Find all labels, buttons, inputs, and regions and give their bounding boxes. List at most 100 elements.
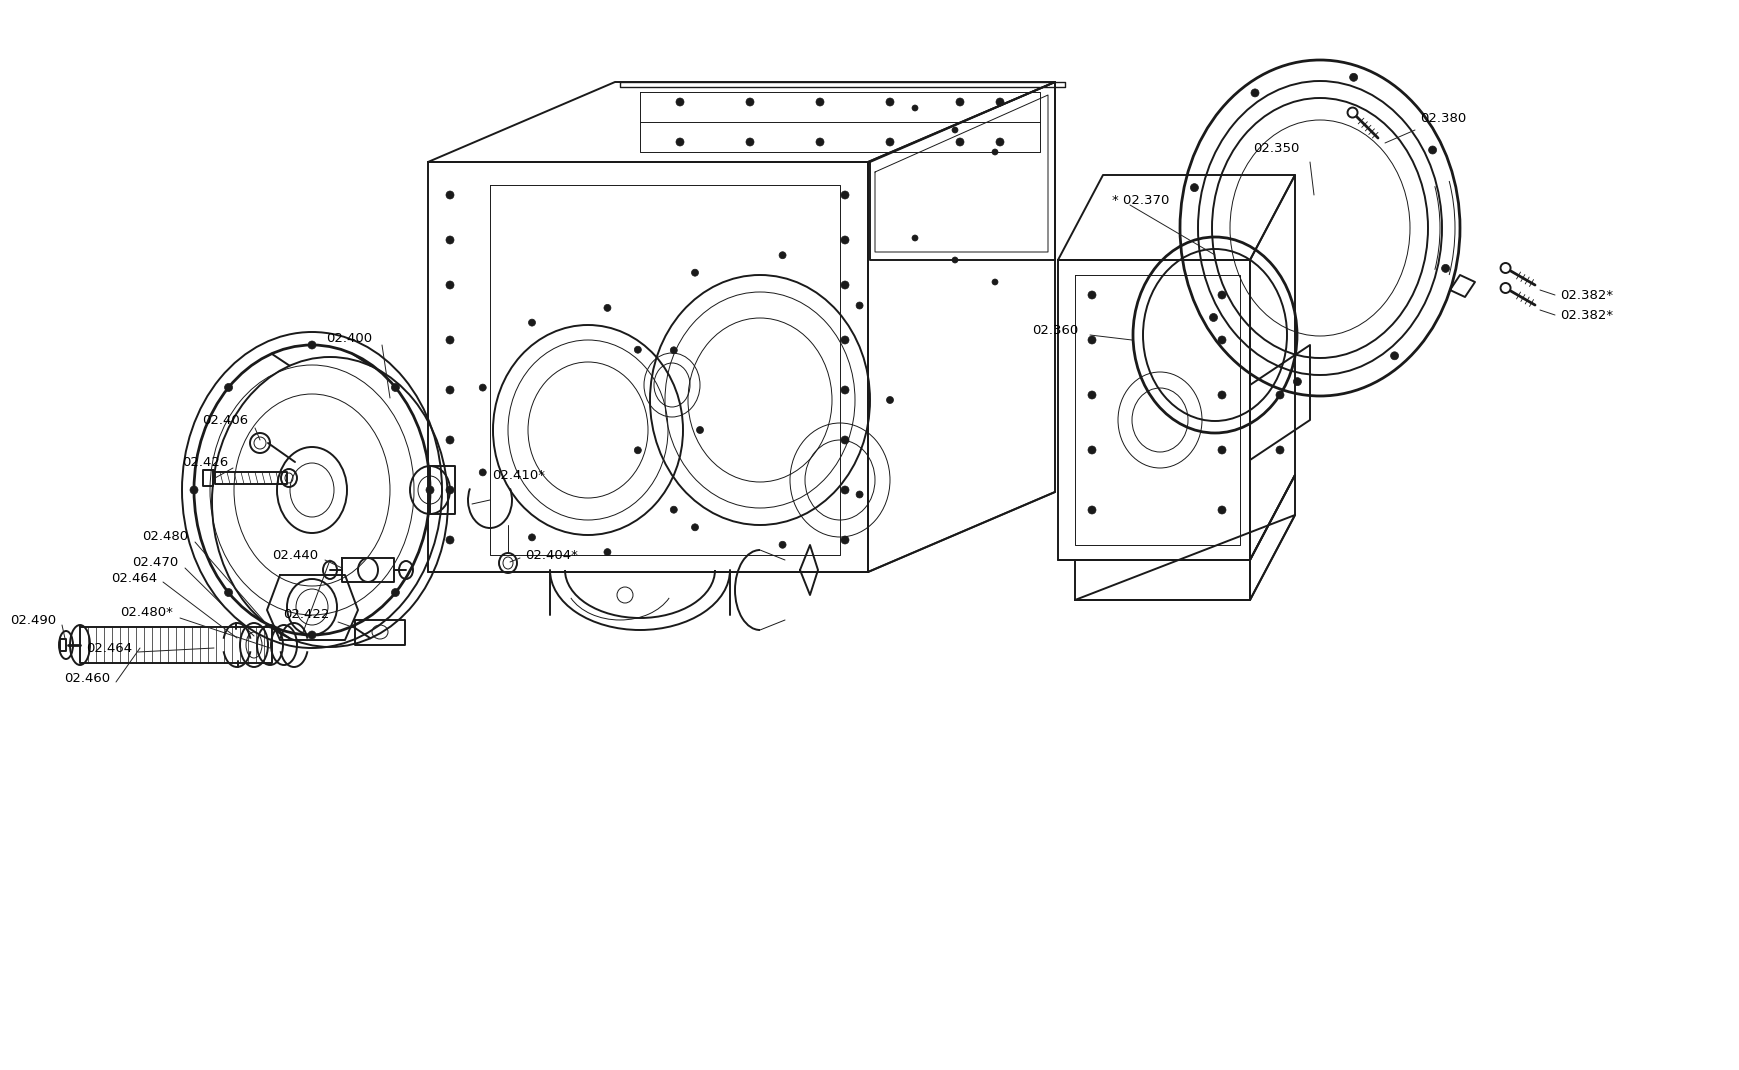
Text: 02.382*: 02.382* (1560, 289, 1612, 302)
Ellipse shape (445, 236, 454, 244)
Ellipse shape (1217, 291, 1226, 299)
Text: 02.440: 02.440 (271, 549, 318, 562)
Ellipse shape (445, 435, 454, 444)
Ellipse shape (840, 192, 849, 199)
Ellipse shape (885, 98, 894, 106)
Ellipse shape (856, 302, 863, 309)
Ellipse shape (603, 549, 610, 555)
Ellipse shape (995, 138, 1003, 146)
Ellipse shape (885, 138, 894, 146)
Text: 02.422: 02.422 (283, 609, 330, 622)
Ellipse shape (1087, 506, 1096, 514)
Ellipse shape (1087, 336, 1096, 343)
Ellipse shape (670, 347, 676, 354)
Text: 02.460: 02.460 (64, 672, 110, 685)
Ellipse shape (308, 341, 316, 349)
Text: 02.470: 02.470 (132, 555, 177, 568)
Ellipse shape (190, 486, 198, 494)
Ellipse shape (426, 486, 433, 494)
Ellipse shape (478, 469, 485, 476)
Ellipse shape (911, 235, 918, 241)
Ellipse shape (1087, 291, 1096, 299)
Ellipse shape (1217, 446, 1226, 454)
Ellipse shape (529, 319, 536, 326)
Ellipse shape (856, 491, 863, 498)
Ellipse shape (690, 270, 697, 276)
Ellipse shape (816, 138, 824, 146)
Text: 02.380: 02.380 (1419, 111, 1466, 124)
Ellipse shape (445, 336, 454, 343)
Ellipse shape (1275, 446, 1283, 454)
Ellipse shape (445, 386, 454, 394)
Ellipse shape (603, 304, 610, 311)
Ellipse shape (995, 98, 1003, 106)
Ellipse shape (445, 536, 454, 544)
Ellipse shape (670, 506, 676, 514)
Ellipse shape (991, 149, 998, 155)
Ellipse shape (445, 192, 454, 199)
Ellipse shape (1087, 446, 1096, 454)
Ellipse shape (391, 383, 400, 392)
Ellipse shape (955, 138, 963, 146)
Ellipse shape (635, 447, 642, 454)
Text: 02.480*: 02.480* (120, 606, 172, 618)
Ellipse shape (1349, 74, 1356, 81)
Ellipse shape (1428, 146, 1436, 154)
Ellipse shape (779, 541, 786, 548)
Ellipse shape (1217, 506, 1226, 514)
Ellipse shape (840, 336, 849, 343)
Ellipse shape (911, 105, 918, 111)
Ellipse shape (840, 236, 849, 244)
Ellipse shape (224, 588, 233, 597)
Ellipse shape (1292, 378, 1301, 385)
Text: 02.464: 02.464 (111, 571, 157, 584)
Ellipse shape (816, 98, 824, 106)
Ellipse shape (1217, 336, 1226, 343)
Ellipse shape (1209, 314, 1217, 321)
Text: * 02.370: * 02.370 (1111, 194, 1169, 207)
Ellipse shape (308, 631, 316, 639)
Text: 02.410*: 02.410* (492, 469, 544, 482)
Ellipse shape (478, 384, 485, 392)
Ellipse shape (840, 536, 849, 544)
Ellipse shape (1440, 264, 1449, 273)
Ellipse shape (1217, 391, 1226, 399)
Ellipse shape (955, 98, 963, 106)
Text: 02.464: 02.464 (85, 642, 132, 655)
Ellipse shape (1250, 89, 1259, 97)
Ellipse shape (224, 383, 233, 392)
Ellipse shape (635, 347, 642, 353)
Text: 02.400: 02.400 (325, 332, 372, 345)
Ellipse shape (840, 281, 849, 289)
Ellipse shape (391, 588, 400, 597)
Ellipse shape (676, 98, 683, 106)
Ellipse shape (779, 251, 786, 259)
Text: 02.404*: 02.404* (525, 549, 577, 562)
Text: 02.360: 02.360 (1031, 323, 1078, 336)
Text: 02.406: 02.406 (202, 413, 249, 427)
Ellipse shape (1087, 391, 1096, 399)
Ellipse shape (1189, 184, 1198, 192)
Ellipse shape (445, 281, 454, 289)
Ellipse shape (951, 257, 958, 263)
Ellipse shape (445, 486, 454, 494)
Text: 02.426: 02.426 (181, 456, 228, 469)
Ellipse shape (840, 435, 849, 444)
Ellipse shape (746, 98, 753, 106)
Ellipse shape (991, 279, 998, 285)
Ellipse shape (696, 427, 703, 433)
Ellipse shape (1389, 352, 1398, 360)
Ellipse shape (1275, 391, 1283, 399)
Ellipse shape (529, 534, 536, 541)
Ellipse shape (746, 138, 753, 146)
Ellipse shape (676, 138, 683, 146)
Ellipse shape (840, 486, 849, 494)
Text: 02.350: 02.350 (1252, 141, 1299, 154)
Ellipse shape (690, 524, 697, 531)
Text: 02.382*: 02.382* (1560, 308, 1612, 321)
Text: 02.490: 02.490 (10, 613, 56, 627)
Ellipse shape (840, 386, 849, 394)
Ellipse shape (951, 127, 958, 133)
Text: 02.480: 02.480 (143, 530, 188, 542)
Ellipse shape (885, 397, 894, 403)
